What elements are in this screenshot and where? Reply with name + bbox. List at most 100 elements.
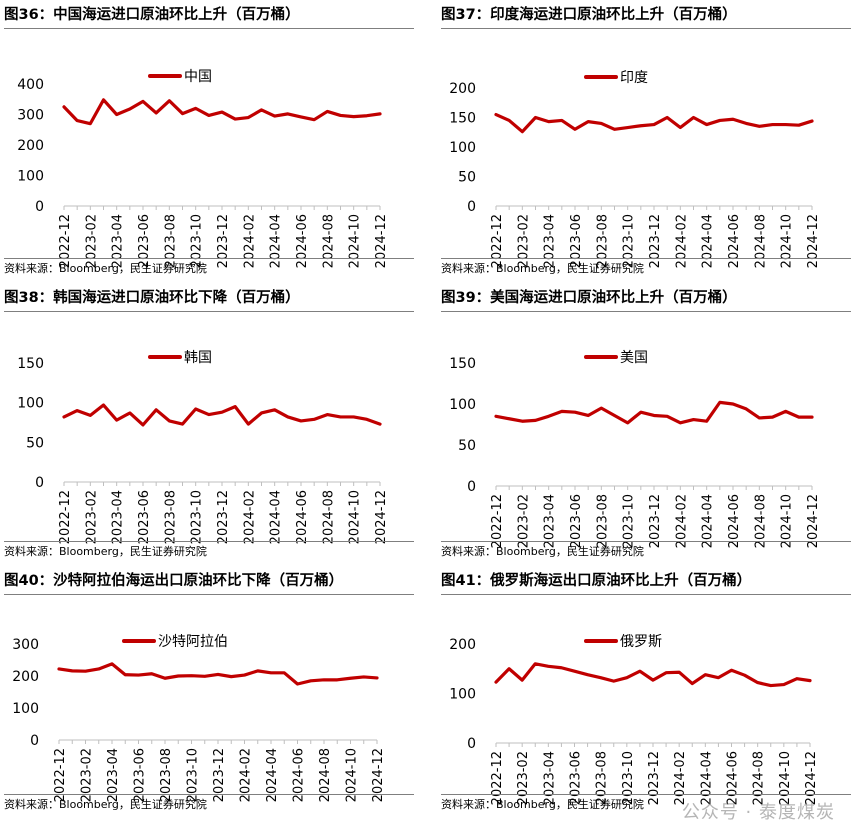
x-tick-label: 2024-12 <box>806 214 821 268</box>
x-tick-label: 2022-12 <box>490 494 505 548</box>
legend-label: 俄罗斯 <box>620 634 662 650</box>
chart-korea-imports: 0 50 100 150 2022-12 2023-02 2023-04 2023-06 202… <box>17 350 389 544</box>
panel-title: 图36：中国海运进口原油环比上升（百万桶） <box>4 4 414 29</box>
x-tick-label: 2024-04 <box>269 490 284 544</box>
x-tick-label: 2024-06 <box>292 748 307 802</box>
x-tick-label: 2023-08 <box>595 494 610 548</box>
y-tick-label: 200 <box>17 138 44 154</box>
series-line <box>494 112 814 134</box>
y-tick-label: 400 <box>17 77 44 93</box>
x-tick-label: 2022-12 <box>58 214 73 268</box>
x-tick-label: 2023-04 <box>111 490 126 544</box>
y-tick-label: 200 <box>449 81 476 97</box>
x-tick-label: 2024-12 <box>804 751 819 805</box>
x-tick-label: 2022-12 <box>58 490 73 544</box>
x-tick-label: 2024-08 <box>321 214 336 268</box>
legend-label: 沙特阿拉伯 <box>158 634 228 650</box>
panel-us-imports: 图39：美国海运进口原油环比上升（百万桶） 0 50 100 150 2022-12 20… <box>441 287 851 563</box>
x-tick-label: 2024-02 <box>242 490 257 544</box>
y-tick-label: 50 <box>458 438 476 454</box>
x-tick-label: 2024-06 <box>727 494 742 548</box>
x-tick-label: 2023-06 <box>133 748 148 802</box>
x-tick-label: 2023-02 <box>84 214 99 268</box>
x-tick-label: 2023-08 <box>163 214 178 268</box>
panel-source: 资料来源：Bloomberg，民生证券研究院 <box>441 258 851 279</box>
x-tick-label: 2024-08 <box>752 751 767 805</box>
x-tick-label: 2024-08 <box>753 494 768 548</box>
x-tick-label: 2024-02 <box>674 494 689 548</box>
panel-india-imports: 图37：印度海运进口原油环比上升（百万桶） 0 50 100 150 200 2022-1… <box>441 4 851 280</box>
x-tick-label: 2023-08 <box>595 751 610 805</box>
x-tick-label: 2024-10 <box>778 751 793 805</box>
x-tick-label: 2022-12 <box>490 214 505 268</box>
x-tick-label: 2023-10 <box>190 490 205 544</box>
x-tick-label: 2024-04 <box>701 214 716 268</box>
x-tick-label: 2024-10 <box>348 490 363 544</box>
x-tick-label: 2023-08 <box>159 748 174 802</box>
x-tick-label: 2024-12 <box>806 494 821 548</box>
y-tick-label: 100 <box>17 169 44 185</box>
x-tick-label: 2024-06 <box>727 214 742 268</box>
y-tick-label: 100 <box>449 140 476 156</box>
y-tick-label: 50 <box>26 435 44 451</box>
x-tick-label: 2023-10 <box>621 751 636 805</box>
panel-title: 图39：美国海运进口原油环比上升（百万桶） <box>441 287 851 312</box>
x-tick-label: 2023-12 <box>648 494 663 548</box>
series-line <box>62 403 382 427</box>
x-tick-label: 2023-04 <box>543 214 558 268</box>
x-tick-label: 2024-02 <box>673 751 688 805</box>
y-tick-label: 100 <box>449 397 476 413</box>
x-tick-label: 2024-08 <box>318 748 333 802</box>
panel-russia-exports: 图41：俄罗斯海运出口原油环比上升（百万桶） 0 100 200 2022-12 202… <box>441 570 851 832</box>
y-tick-label: 0 <box>30 733 39 749</box>
x-tick-label: 2023-12 <box>216 490 231 544</box>
x-tick-label: 2024-04 <box>265 748 280 802</box>
x-tick-label: 2023-08 <box>163 490 178 544</box>
x-tick-label: 2023-10 <box>622 494 637 548</box>
chart-us-imports: 0 50 100 150 2022-12 2023-02 2023-04 2023-06 202… <box>449 350 821 548</box>
y-tick-label: 100 <box>449 687 476 703</box>
x-tick-label: 2024-02 <box>239 748 254 802</box>
x-tick-label: 2023-12 <box>212 748 227 802</box>
x-tick-label: 2024-08 <box>753 214 768 268</box>
chart-russia-exports: 0 100 200 2022-12 2023-02 2023-04 2023-06 2023-… <box>449 634 819 805</box>
x-tick-label: 2023-10 <box>186 748 201 802</box>
panel-source: 资料来源：Bloomberg，民生证券研究院 <box>441 794 851 815</box>
x-tick-label: 2023-12 <box>648 214 663 268</box>
x-tick-label: 2023-12 <box>216 214 231 268</box>
x-tick-label: 2024-06 <box>726 751 741 805</box>
panel-korea-imports: 图38：韩国海运进口原油环比下降（百万桶） 0 50 100 150 2022-12 20… <box>4 287 414 563</box>
panel-source: 资料来源：Bloomberg，民生证券研究院 <box>4 794 414 815</box>
x-tick-label: 2023-02 <box>84 490 99 544</box>
x-tick-label: 2024-08 <box>321 490 336 544</box>
x-tick-label: 2023-06 <box>569 214 584 268</box>
y-tick-label: 300 <box>12 637 39 653</box>
x-tick-label: 2024-12 <box>374 214 389 268</box>
panel-title: 图40：沙特阿拉伯海运出口原油环比下降（百万桶） <box>4 570 414 595</box>
y-tick-label: 0 <box>467 736 476 752</box>
x-tick-label: 2024-10 <box>348 214 363 268</box>
chart-india-imports: 0 50 100 150 200 2022-12 2023-02 2023-04 2023-06… <box>449 70 821 268</box>
series-line <box>494 662 812 688</box>
legend-label: 美国 <box>620 350 648 366</box>
x-tick-label: 2024-04 <box>269 214 284 268</box>
panel-source: 资料来源：Bloomberg，民生证券研究院 <box>4 258 414 279</box>
x-tick-label: 2023-12 <box>647 751 662 805</box>
series-line <box>62 98 382 126</box>
x-tick-label: 2024-12 <box>374 490 389 544</box>
y-tick-label: 200 <box>449 637 476 653</box>
x-tick-label: 2024-12 <box>371 748 386 802</box>
panel-title: 图38：韩国海运进口原油环比下降（百万桶） <box>4 287 414 312</box>
x-tick-label: 2023-06 <box>137 490 152 544</box>
chart-saudi-exports: 0 100 200 300 2022-12 2023-02 2023-04 2023-06 20… <box>12 634 386 802</box>
y-tick-label: 200 <box>12 669 39 685</box>
panel-saudi-exports: 图40：沙特阿拉伯海运出口原油环比下降（百万桶） 0 100 200 300 2022-… <box>4 570 414 832</box>
x-tick-label: 2023-08 <box>595 214 610 268</box>
x-tick-label: 2024-02 <box>242 214 257 268</box>
x-tick-label: 2023-06 <box>569 494 584 548</box>
x-tick-label: 2023-10 <box>622 214 637 268</box>
chart-china-imports: 0 100 200 300 400 2022-12 2023-02 2023-04 2023-0… <box>17 69 389 268</box>
panel-source: 资料来源：Bloomberg，民生证券研究院 <box>4 541 414 562</box>
y-tick-label: 100 <box>17 396 44 412</box>
x-tick-label: 2023-02 <box>516 214 531 268</box>
